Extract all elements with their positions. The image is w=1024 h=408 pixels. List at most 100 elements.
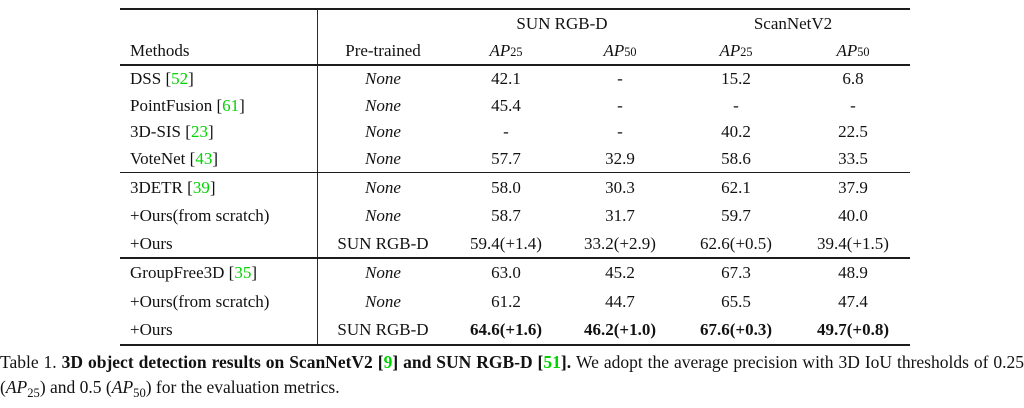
citation-link[interactable]: 43 <box>195 148 213 168</box>
pretrained-cell: SUN RGB-D <box>337 233 429 253</box>
citation-link[interactable]: 23 <box>190 122 208 142</box>
value-cell: 42.1 <box>491 69 521 89</box>
table-row: +Ours SUN RGB-D 59.4(+1.4) 33.2(+2.9) 62.6(+… <box>120 229 910 257</box>
pretrained-cell: None <box>365 69 401 89</box>
value-cell: 15.2 <box>721 69 751 89</box>
value-cell: 59.4(+1.4) <box>470 233 542 253</box>
header-spacer-pretrained <box>318 10 448 37</box>
column-header-pretrained: Pre-trained <box>345 41 421 60</box>
method-cell: +Ours(from scratch) <box>120 287 318 316</box>
table-section-groupfree3d: GroupFree3D [35] None 63.0 45.2 67.3 48.9 +Our… <box>120 258 910 344</box>
method-cell: +Ours <box>120 229 318 257</box>
value-cell: 45.2 <box>605 263 635 283</box>
value-cell: 58.6 <box>721 148 751 168</box>
table-section-3detr: 3DETR [39] None 58.0 30.3 62.1 37.9 +Ours(from… <box>120 173 910 257</box>
table-section-baselines: DSS [52] None 42.1 - 15.2 6.8 PointFusion [61]… <box>120 65 910 172</box>
value-cell: 62.6(+0.5) <box>700 233 772 253</box>
pretrained-cell: None <box>365 95 401 115</box>
caption-segment: ) and 0.5 ( <box>39 377 112 397</box>
caption-segment: 3D object detection results on ScanNetV2… <box>61 352 384 372</box>
value-cell: - <box>617 95 623 115</box>
table-top-rule <box>120 8 910 10</box>
value-cell: 39.4(+1.5) <box>817 233 889 253</box>
caption-segment: AP <box>111 377 134 397</box>
group-header-sunrgbd: SUN RGB-D <box>516 14 608 33</box>
value-cell: 49.7(+0.8) <box>816 320 889 340</box>
value-cell: - <box>850 95 856 115</box>
citation-link[interactable]: 51 <box>543 352 561 372</box>
value-cell: 33.5 <box>838 148 868 168</box>
table-row: +Ours(from scratch) None 61.2 44.7 65.5 47.4 <box>120 287 910 316</box>
group-header-scannetv2: ScanNetV2 <box>753 14 833 33</box>
citation-link[interactable]: 39 <box>192 177 210 197</box>
method-cell: DSS [52] <box>120 65 318 92</box>
table-row: DSS [52] None 42.1 - 15.2 6.8 <box>120 65 910 92</box>
citation-link[interactable]: 35 <box>234 263 252 283</box>
value-cell: 6.8 <box>842 69 864 89</box>
pretrained-cell: None <box>365 263 401 283</box>
table-row: +Ours(from scratch) None 58.7 31.7 59.7 40.0 <box>120 201 910 229</box>
value-cell: - <box>503 122 509 142</box>
value-cell: 62.1 <box>721 177 751 197</box>
pretrained-cell: None <box>365 122 401 142</box>
pretrained-cell: None <box>365 205 401 225</box>
value-cell: 59.7 <box>721 205 751 225</box>
column-header-ap25-sun: AP 25 <box>489 41 523 60</box>
column-header-ap25-scan: AP 25 <box>719 41 753 60</box>
value-cell: 30.3 <box>605 177 635 197</box>
value-cell: 22.5 <box>838 122 868 142</box>
table-row: 3DETR [39] None 58.0 30.3 62.1 37.9 <box>120 173 910 201</box>
table-mid-rule <box>120 257 910 259</box>
value-cell: 46.2(+1.0) <box>583 320 656 340</box>
value-cell: 40.0 <box>838 205 868 225</box>
value-cell: 32.9 <box>605 148 635 168</box>
method-cell: PointFusion [61] <box>120 92 318 119</box>
method-cell: +Ours(from scratch) <box>120 201 318 229</box>
pretrained-cell: None <box>365 291 401 311</box>
table-row: 3D-SIS [23] None - - 40.2 22.5 <box>120 118 910 145</box>
value-cell: 48.9 <box>838 263 868 283</box>
value-cell: 65.5 <box>721 291 751 311</box>
table-mid-rule <box>120 171 910 173</box>
table-row: GroupFree3D [35] None 63.0 45.2 67.3 48.9 <box>120 258 910 287</box>
column-header-methods: Methods <box>120 37 318 64</box>
results-table: SUN RGB-D ScanNetV2 Methods Pre-trained … <box>120 8 910 346</box>
citation-link[interactable]: 61 <box>222 95 240 115</box>
table-header-columns: Methods Pre-trained AP 25 AP 50 AP 25 AP 50 <box>120 37 910 64</box>
caption-segment: ]. <box>560 352 577 372</box>
table-header-groups: SUN RGB-D ScanNetV2 <box>120 10 910 37</box>
value-cell: 58.0 <box>491 177 521 197</box>
method-cell: GroupFree3D [35] <box>120 258 318 287</box>
value-cell: 67.3 <box>721 263 751 283</box>
value-cell: 67.6(+0.3) <box>699 320 772 340</box>
pretrained-cell: None <box>365 177 401 197</box>
citation-link[interactable]: 9 <box>383 352 393 372</box>
table-bottom-rule <box>120 344 910 346</box>
value-cell: - <box>617 69 623 89</box>
value-cell: 58.7 <box>491 205 521 225</box>
pretrained-cell: SUN RGB-D <box>337 320 429 340</box>
caption-segment: ] and SUN RGB-D [ <box>392 352 544 372</box>
table-row: PointFusion [61] None 45.4 - - - <box>120 92 910 119</box>
column-header-ap50-scan: AP 50 <box>836 41 870 60</box>
method-cell: +Ours <box>120 315 318 344</box>
caption-segment: ) for the evaluation metrics. <box>145 377 340 397</box>
value-cell: 61.2 <box>491 291 521 311</box>
value-cell: 63.0 <box>491 263 521 283</box>
value-cell: 37.9 <box>838 177 868 197</box>
method-cell: 3DETR [39] <box>120 173 318 201</box>
table-mid-rule <box>120 64 910 66</box>
caption-segment: We adopt the average precision with 3D I… <box>0 352 1024 397</box>
table-caption: Table 1. 3D object detection results on … <box>0 350 1024 402</box>
value-cell: 33.2(+2.9) <box>584 233 656 253</box>
value-cell: 57.7 <box>491 148 521 168</box>
citation-link[interactable]: 52 <box>171 69 189 89</box>
value-cell: 64.6(+1.6) <box>469 320 542 340</box>
caption-segment: Table 1. <box>0 352 62 372</box>
caption-segment: AP <box>5 377 28 397</box>
value-cell: 47.4 <box>838 291 868 311</box>
value-cell: 31.7 <box>605 205 635 225</box>
table-row: VoteNet [43] None 57.7 32.9 58.6 33.5 <box>120 145 910 172</box>
column-header-ap50-sun: AP 50 <box>603 41 637 60</box>
